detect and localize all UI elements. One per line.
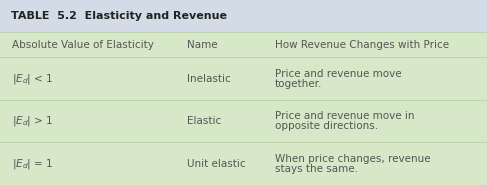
- Text: Name: Name: [187, 40, 218, 50]
- Text: When price changes, revenue: When price changes, revenue: [275, 154, 431, 164]
- Text: |$E_d$| < 1: |$E_d$| < 1: [12, 72, 54, 86]
- Text: TABLE  5.2  Elasticity and Revenue: TABLE 5.2 Elasticity and Revenue: [11, 11, 227, 21]
- Text: opposite directions.: opposite directions.: [275, 121, 378, 131]
- Text: |$E_d$| > 1: |$E_d$| > 1: [12, 114, 54, 128]
- Bar: [0, 0, 487, 32]
- Text: stays the same.: stays the same.: [275, 164, 358, 174]
- Text: Price and revenue move in: Price and revenue move in: [275, 111, 414, 121]
- Text: |$E_d$| = 1: |$E_d$| = 1: [12, 157, 54, 171]
- Text: How Revenue Changes with Price: How Revenue Changes with Price: [275, 40, 450, 50]
- Text: together.: together.: [275, 79, 322, 89]
- Bar: [0, 32, 487, 185]
- Text: Price and revenue move: Price and revenue move: [275, 68, 402, 79]
- Text: Absolute Value of Elasticity: Absolute Value of Elasticity: [12, 40, 154, 50]
- Text: Inelastic: Inelastic: [187, 74, 231, 84]
- Text: Unit elastic: Unit elastic: [187, 159, 246, 169]
- Text: Elastic: Elastic: [187, 116, 222, 126]
